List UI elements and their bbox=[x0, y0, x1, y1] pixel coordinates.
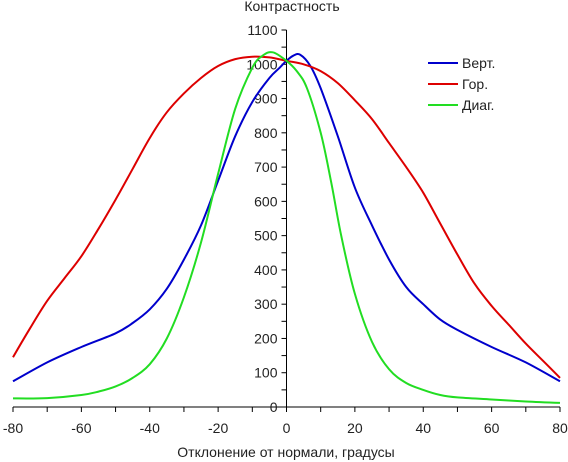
x-axis-title: Отклонение от нормали, градусы bbox=[177, 444, 394, 460]
x-tick-label: 20 bbox=[347, 420, 363, 436]
y-tick-label: 500 bbox=[254, 228, 278, 244]
y-tick-label: 1100 bbox=[247, 22, 277, 38]
x-tick-label: -20 bbox=[208, 420, 228, 436]
x-tick-label: -80 bbox=[3, 420, 23, 436]
x-tick-label: 40 bbox=[415, 420, 431, 436]
y-tick-label: 800 bbox=[254, 125, 278, 141]
y-tick-label: 400 bbox=[254, 262, 278, 278]
series-layer bbox=[12, 51, 561, 404]
y-tick-label: 600 bbox=[254, 193, 278, 209]
legend-label-vert: Верт. bbox=[462, 55, 495, 71]
x-tick-label: 80 bbox=[552, 420, 568, 436]
series-line-vert bbox=[12, 52, 561, 383]
legend-label-diag: Диаг. bbox=[462, 97, 494, 113]
y-tick-label: 300 bbox=[254, 296, 278, 312]
series-line-diag bbox=[12, 51, 561, 404]
legend-label-gor: Гор. bbox=[462, 76, 488, 92]
y-tick-label: 200 bbox=[254, 330, 278, 346]
y-tick-label: 900 bbox=[254, 91, 278, 107]
legend: Верт. Гор. Диаг. bbox=[428, 55, 495, 113]
axes: -80 -60 -40 -20 0 20 40 60 800100200300400500600… bbox=[3, 22, 568, 436]
y-tick-label: 1000 bbox=[246, 56, 277, 72]
x-tick-label: 0 bbox=[283, 420, 291, 436]
x-tick-label: 60 bbox=[484, 420, 500, 436]
x-tick-label: -40 bbox=[140, 420, 160, 436]
y-axis-title: Контрастность bbox=[244, 0, 339, 14]
y-tick-label: 0 bbox=[270, 399, 278, 415]
y-tick-label: 100 bbox=[254, 365, 278, 381]
x-tick-label: -60 bbox=[71, 420, 91, 436]
y-tick-label: 700 bbox=[254, 159, 278, 175]
